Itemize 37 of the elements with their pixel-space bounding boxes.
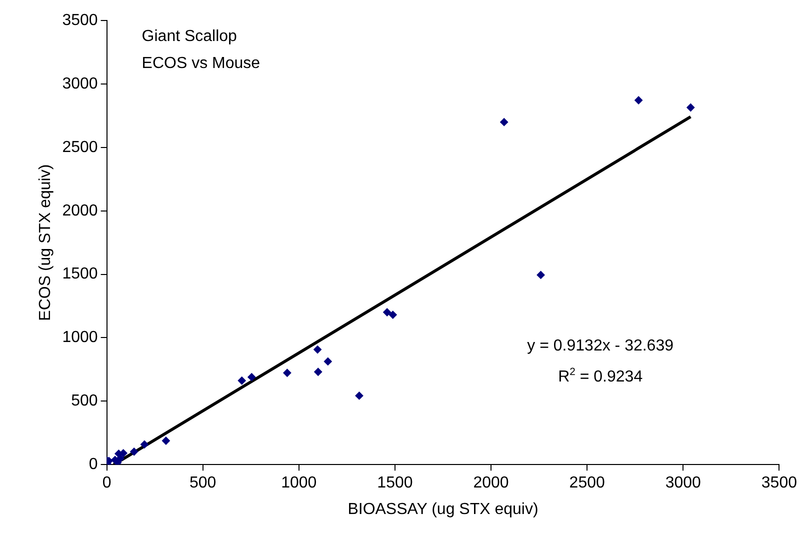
point (536, 270, 545, 279)
point (130, 448, 138, 456)
chart-title: Giant Scallop (142, 28, 238, 46)
x-tick-label: 2500 (569, 474, 605, 492)
x-axis-title: BIOASSAY (ug STX equiv) (348, 500, 538, 518)
x-tick-label: 0 (102, 474, 112, 492)
point (314, 346, 322, 354)
point (388, 310, 397, 319)
y-tick-label: 2500 (62, 138, 98, 156)
x-tick-label: 500 (190, 474, 216, 492)
x-tick-label: 3500 (761, 474, 798, 492)
x-tick-label: 1000 (281, 474, 317, 492)
x-tick-label: 2000 (473, 474, 509, 492)
y-tick-label: 1000 (62, 329, 98, 346)
text: ECOS vs Mouse (142, 55, 260, 72)
y-tick-label: 2000 (62, 202, 98, 220)
point (686, 103, 695, 112)
point (383, 308, 392, 316)
x-tick-label: 3000 (665, 474, 702, 492)
annotation: y = 0.9132x - 32.639 (527, 338, 674, 355)
point (324, 357, 332, 366)
point (314, 368, 322, 376)
x-tick-label: 1500 (377, 474, 413, 492)
y-tick-label: 1500 (62, 266, 98, 283)
y-tick-label: 0 (88, 456, 98, 474)
point (634, 96, 643, 104)
point (162, 436, 170, 445)
y-tick-label: 3500 (62, 12, 98, 30)
point (500, 118, 508, 126)
point (248, 373, 256, 382)
point (140, 440, 148, 448)
point (238, 376, 246, 385)
y-tick-label: 500 (71, 392, 98, 410)
y-tick-label: 3000 (62, 75, 98, 92)
point (283, 368, 292, 377)
point (355, 392, 364, 400)
y-axis-title: ECOS (ug STX equiv) (37, 164, 54, 321)
